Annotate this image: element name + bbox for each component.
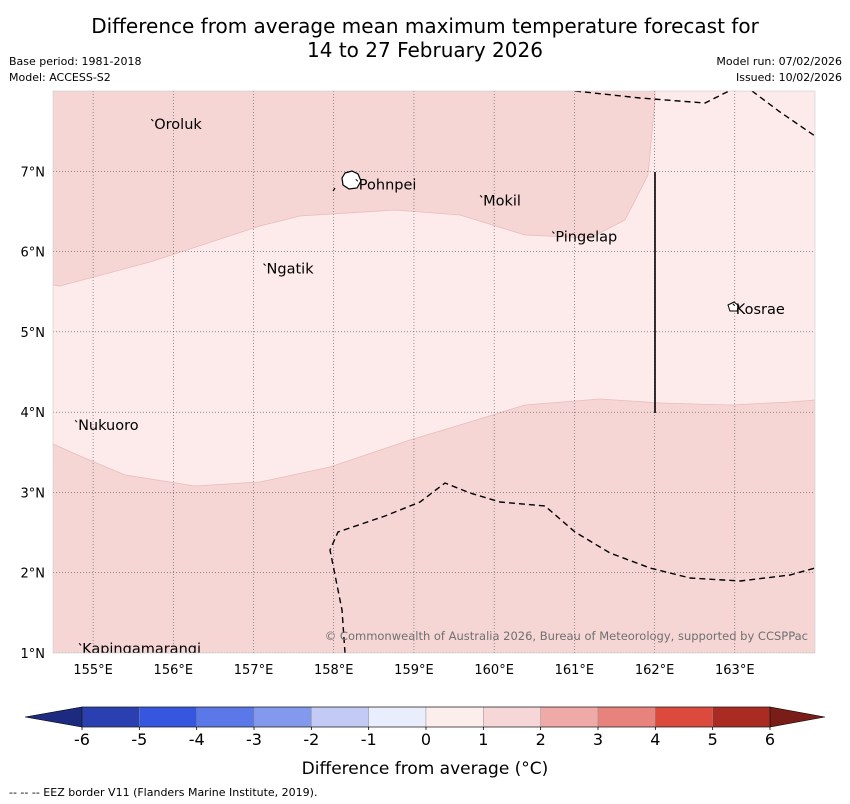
colorbar-swatch xyxy=(540,706,599,728)
colorbar-tick-label: 1 xyxy=(478,730,488,749)
latitude-tick-label: 5°N xyxy=(21,326,46,341)
place-label: Pohnpei xyxy=(359,177,417,193)
graticule xyxy=(53,91,815,653)
place-label: Kapingamarangi xyxy=(82,641,201,657)
kosrae-island-outline xyxy=(727,301,740,312)
issued-date: Issued: 10/02/2026 xyxy=(735,71,842,84)
pohnpei-island-outline xyxy=(341,170,362,190)
colorbar-tick-label: 0 xyxy=(421,730,431,749)
title-line-2: 14 to 27 February 2026 xyxy=(307,38,543,62)
colorbar-tick-label: -2 xyxy=(303,730,319,749)
eez-border-north xyxy=(574,91,815,137)
longitude-tick-label: 158°E xyxy=(314,663,354,678)
colorbar-tick-label: -6 xyxy=(74,730,90,749)
colorbar-tick-label: 6 xyxy=(765,730,775,749)
island-marker xyxy=(150,118,154,122)
longitude-tick-label: 156°E xyxy=(154,663,194,678)
island-marker xyxy=(355,178,359,182)
island-marker xyxy=(74,419,78,423)
latitude-tick-label: 6°N xyxy=(21,246,46,261)
colorbar-tick-label: 3 xyxy=(593,730,603,749)
base-period: Base period: 1981-2018 xyxy=(9,55,142,68)
colorbar-tick-label: -1 xyxy=(361,730,377,749)
island-marker xyxy=(479,195,483,198)
colorbar-swatch xyxy=(311,706,369,728)
longitude-tick-label: 161°E xyxy=(555,663,595,678)
eez-border-south xyxy=(329,482,815,653)
colorbar-swatch xyxy=(655,706,713,728)
longitude-tick-label: 155°E xyxy=(73,663,113,678)
colorbar-tick-label: -3 xyxy=(246,730,262,749)
longitude-tick-label: 162°E xyxy=(635,663,675,678)
colorbar-swatch xyxy=(483,706,541,728)
ant-atoll-outline xyxy=(332,187,336,192)
colorbar-tick-label: -4 xyxy=(189,730,205,749)
latitude-tick-label: 3°N xyxy=(21,486,46,501)
place-label: Kosrae xyxy=(736,302,785,318)
colorbar-swatch xyxy=(712,706,771,728)
colorbar-swatch xyxy=(368,706,427,728)
model-run: Model run: 07/02/2026 xyxy=(716,55,842,68)
latitude-tick-label: 1°N xyxy=(21,647,46,662)
colorbar-swatch xyxy=(196,706,255,728)
map-panel: Oroluk Pohnpei Mokil Pingelap Ngatik Kosrae Nu… xyxy=(53,91,815,657)
copyright-notice: © Commonwealth of Australia 2026, Bureau… xyxy=(325,629,808,643)
latitude-tick-label: 7°N xyxy=(21,165,46,180)
place-label: Mokil xyxy=(483,193,521,209)
colorbar-high-extend xyxy=(769,706,826,728)
place-label: Oroluk xyxy=(154,117,202,133)
island-marker xyxy=(551,231,555,234)
longitude-tick-label: 157°E xyxy=(234,663,274,678)
colorbar: -6 -5 -4 -3 -2 -1 0 1 2 3 4 5 6 xyxy=(24,706,826,749)
model-name: Model: ACCESS-S2 xyxy=(9,71,111,84)
place-label: Ngatik xyxy=(267,262,315,278)
colorbar-title: Difference from average (°C) xyxy=(302,759,549,779)
island-marker xyxy=(732,303,736,307)
contour-line-south xyxy=(53,398,815,487)
anomaly-region-mild xyxy=(53,91,815,486)
latitude-tick-label: 2°N xyxy=(21,567,46,582)
map-frame xyxy=(52,90,816,654)
island-marker xyxy=(263,263,266,266)
longitude-tick-label: 163°E xyxy=(715,663,755,678)
place-label: Nukuoro xyxy=(78,418,139,434)
colorbar-swatch xyxy=(425,706,484,728)
contour-line-north xyxy=(53,91,656,287)
latitude-tick-label: 4°N xyxy=(21,406,46,421)
colorbar-swatch xyxy=(139,706,197,728)
island-marker xyxy=(78,643,82,646)
eez-legend-note: -- -- -- EEZ border V11 (Flanders Marine… xyxy=(9,786,318,799)
place-labels: Oroluk Pohnpei Mokil Pingelap Ngatik Kosrae Nu… xyxy=(74,117,785,657)
longitude-tick-label: 159°E xyxy=(394,663,434,678)
colorbar-low-extend xyxy=(24,706,83,728)
longitude-axis-labels: 155°E 156°E 157°E 158°E 159°E 160°E 161°E 162°E… xyxy=(73,663,754,678)
colorbar-swatch xyxy=(597,706,656,728)
title-line-1: Difference from average mean maximum tem… xyxy=(91,14,759,38)
colorbar-swatch xyxy=(81,706,140,728)
colorbar-swatch xyxy=(253,706,312,728)
colorbar-tick-label: 4 xyxy=(650,730,660,749)
latitude-axis-labels: 7°N 6°N 5°N 4°N 3°N 2°N 1°N xyxy=(21,165,46,662)
colorbar-tick-label: -5 xyxy=(131,730,147,749)
colorbar-tick-label: 5 xyxy=(708,730,718,749)
colorbar-tick-label: 2 xyxy=(536,730,546,749)
place-label: Pingelap xyxy=(555,230,617,246)
longitude-tick-label: 160°E xyxy=(474,663,514,678)
